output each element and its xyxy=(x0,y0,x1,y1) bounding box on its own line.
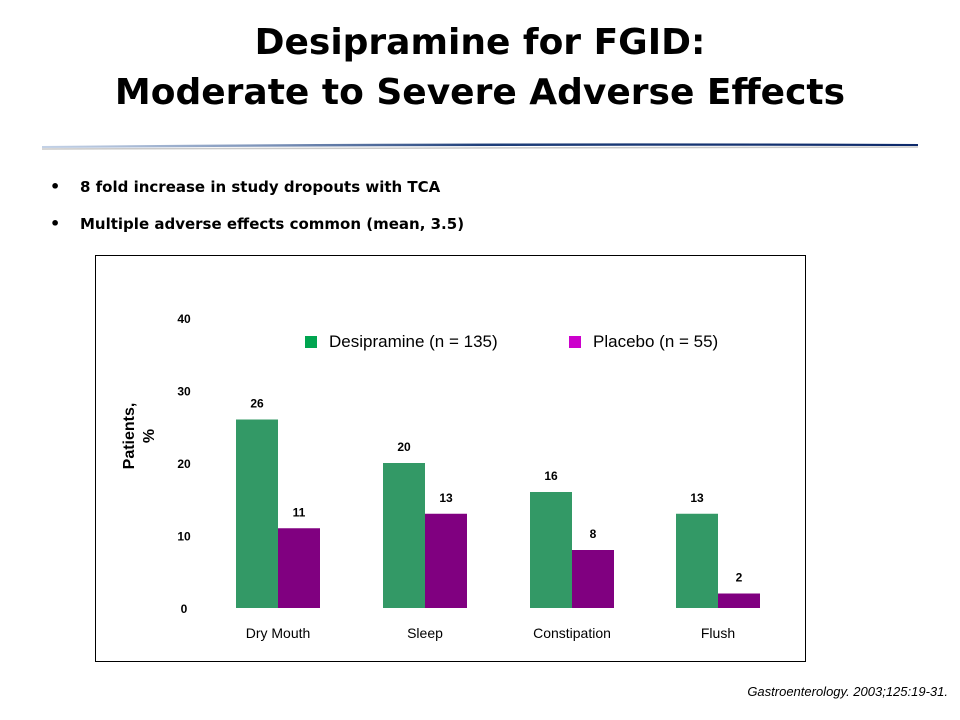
bar-desipramine xyxy=(530,492,572,608)
bar-placebo xyxy=(425,513,467,608)
y-axis-label: Patients,% xyxy=(121,403,158,470)
bullet-text: Multiple adverse effects common (mean, 3… xyxy=(80,215,465,233)
y-tick-label: 0 xyxy=(181,602,188,616)
citation: Gastroenterology. 2003;125:19-31. xyxy=(747,684,948,699)
y-tick-label: 20 xyxy=(177,457,191,471)
data-label: 8 xyxy=(590,527,597,541)
y-axis-label-line: Patients, xyxy=(121,403,138,470)
x-tick-label: Flush xyxy=(701,625,735,641)
bullet-dot: • xyxy=(50,214,61,233)
title-divider xyxy=(41,143,919,150)
bar-desipramine xyxy=(383,463,425,608)
x-tick-label: Constipation xyxy=(533,625,611,641)
bullet-dot: • xyxy=(50,177,61,196)
chart-frame: 0 10 20 30 40 Patients,% 26 11 Dry Mouth 20 13 Slee… xyxy=(95,255,806,662)
data-label: 16 xyxy=(544,469,558,483)
bar-placebo xyxy=(718,593,760,608)
bullet-item: • Multiple adverse effects common (mean, … xyxy=(46,211,464,248)
y-tick-label: 30 xyxy=(177,385,191,399)
y-tick-label: 10 xyxy=(177,530,191,544)
legend-swatch-desipramine xyxy=(305,336,317,348)
data-label: 2 xyxy=(736,571,743,585)
bar-placebo xyxy=(572,550,614,608)
slide-title: Desipramine for FGID: Moderate to Severe… xyxy=(0,18,960,118)
data-label: 11 xyxy=(293,505,306,519)
bar-chart: 0 10 20 30 40 Patients, % 26 11 Dry Mouth 20 13 Slee… xyxy=(121,312,760,641)
title-line-2: Moderate to Severe Adverse Effects xyxy=(114,72,846,113)
bullet-list: • 8 fold increase in study dropouts with … xyxy=(46,174,464,248)
data-label: 13 xyxy=(690,491,704,505)
title-line-1: Desipramine for FGID: xyxy=(254,22,706,63)
legend-label-desipramine: Desipramine (n = 135) xyxy=(329,332,498,351)
data-label: 13 xyxy=(439,491,453,505)
bullet-item: • 8 fold increase in study dropouts with … xyxy=(46,174,464,211)
bar-placebo xyxy=(278,528,320,608)
x-tick-label: Dry Mouth xyxy=(246,625,311,641)
legend-label-placebo: Placebo (n = 55) xyxy=(593,332,718,351)
y-tick-label: 40 xyxy=(177,312,191,326)
bar-desipramine xyxy=(236,419,278,608)
bullet-text: 8 fold increase in study dropouts with T… xyxy=(80,178,441,196)
legend-swatch-placebo xyxy=(569,336,581,348)
data-label: 26 xyxy=(250,397,264,411)
x-tick-label: Sleep xyxy=(407,625,443,641)
bar-desipramine xyxy=(676,513,718,608)
y-axis-label-line: % xyxy=(141,429,158,443)
data-label: 20 xyxy=(397,440,411,454)
